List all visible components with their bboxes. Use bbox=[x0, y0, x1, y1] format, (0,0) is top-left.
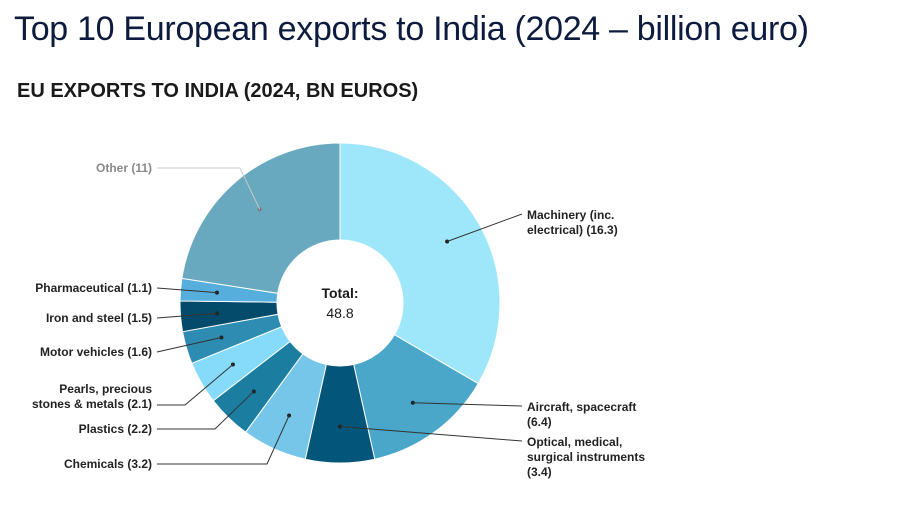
slice-label: Motor vehicles (1.6) bbox=[40, 345, 152, 359]
leader-line bbox=[157, 167, 261, 210]
donut-slice-other bbox=[181, 142, 341, 294]
slice-label: Machinery (inc. electrical) (16.3) bbox=[527, 208, 618, 237]
slice-label: Plastics (2.2) bbox=[79, 422, 152, 436]
leader-line bbox=[157, 391, 255, 430]
slice-label: Chemicals (3.2) bbox=[64, 457, 152, 471]
page-title: Top 10 European exports to India (2024 –… bbox=[14, 10, 809, 48]
leader-line bbox=[446, 213, 523, 242]
leader-line bbox=[157, 364, 234, 406]
slice-label: Iron and steel (1.5) bbox=[46, 311, 152, 325]
donut-slice-machinery-inc-electrical bbox=[339, 142, 501, 385]
leader-line bbox=[156, 337, 222, 353]
slice-label: Aircraft, spacecraft (6.4) bbox=[527, 400, 636, 429]
slice-label: Optical, medical, surgical instruments (3.… bbox=[527, 435, 645, 479]
leader-line bbox=[412, 402, 523, 407]
leader-line bbox=[156, 287, 217, 294]
center-total-value: 48.8 bbox=[326, 305, 353, 321]
slice-label: Other (11) bbox=[96, 161, 152, 175]
center-total-label: Total: bbox=[321, 285, 358, 301]
chart-title: EU EXPORTS TO INDIA (2024, BN EUROS) bbox=[17, 80, 419, 102]
leader-line bbox=[157, 415, 290, 465]
leader-line bbox=[339, 426, 523, 442]
leader-line bbox=[156, 312, 217, 319]
slice-label: Pharmaceutical (1.1) bbox=[35, 281, 152, 295]
slice-label: Pearls, precious stones & metals (2.1) bbox=[32, 382, 152, 411]
donut-slice-aircraft-spacecraft bbox=[353, 334, 479, 460]
